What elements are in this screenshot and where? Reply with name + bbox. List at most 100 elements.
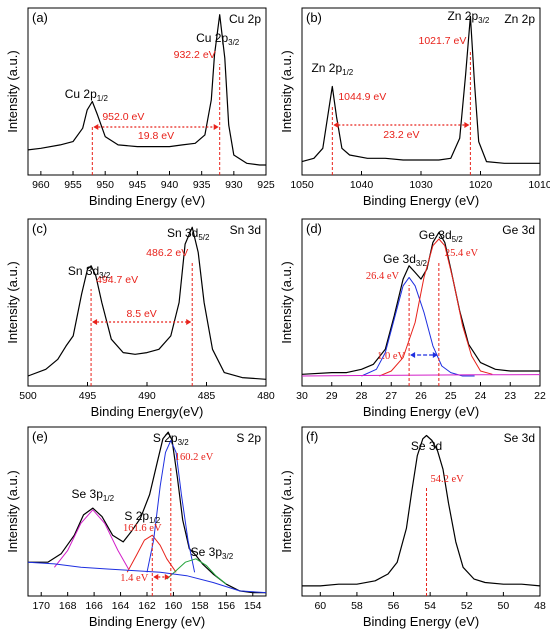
peak-position-label: 160.2 eV [175, 452, 214, 463]
x-tick-label: 30 [296, 390, 308, 402]
panel-b: 1050 1040 1030 1020 1010 Binding Energy (eV) I… [279, 7, 550, 208]
x-tick-label: 60 [314, 600, 326, 612]
x-tick-label: 955 [64, 179, 82, 191]
panel-label: (f) [306, 429, 318, 444]
peak-name-label: S 2p1/2 [124, 509, 160, 525]
x-tick-label: 925 [257, 179, 275, 191]
fit-component-line [27, 561, 267, 594]
y-axis-title: Intensity (a.u.) [279, 50, 294, 132]
separation-label: 1.4 eV [120, 573, 148, 584]
peak-position-label: 952.0 eV [102, 111, 144, 123]
plot-frame [301, 426, 541, 597]
spectrum-line [28, 431, 266, 594]
corner-label: Ge 3d [502, 223, 535, 237]
peak-name-label: Zn 2p3/2 [447, 9, 489, 25]
panel-label: (a) [32, 10, 48, 25]
fit-component-line [361, 276, 475, 377]
x-tick-label: 1020 [469, 179, 493, 191]
peak-position-label: 494.7 eV [96, 274, 138, 286]
separation-arrowhead [213, 124, 219, 130]
peak-name-label: Ge 3d3/2 [383, 252, 427, 268]
peak-position-label: 25.4 eV [445, 248, 479, 259]
separation-label: 23.2 eV [383, 129, 419, 141]
spectrum-line [27, 226, 267, 380]
corner-label: Cu 2p [229, 12, 261, 26]
x-tick-label: 160 [165, 600, 183, 612]
peak-name-label: Sn 3d5/2 [167, 226, 210, 242]
x-tick-label: 28 [356, 390, 368, 402]
fit-component-line [126, 534, 177, 573]
x-tick-label: 48 [534, 600, 546, 612]
x-tick-label: 1040 [350, 179, 374, 191]
fit-component-line [379, 238, 493, 377]
corner-label: Se 3d [504, 431, 535, 445]
x-tick-label: 154 [244, 600, 262, 612]
x-tick-label: 164 [112, 600, 130, 612]
x-tick-label: 1050 [290, 179, 314, 191]
corner-label: Zn 2p [504, 12, 535, 26]
x-tick-label: 22 [534, 390, 546, 402]
x-tick-label: 29 [326, 390, 338, 402]
plot-frame [27, 218, 267, 387]
spectrum-line [302, 434, 541, 587]
x-tick-label: 50 [498, 600, 510, 612]
peak-name-label: Se 3p1/2 [72, 487, 115, 503]
peak-position-label: 1021.7 eV [418, 35, 466, 47]
peak-name-label: Se 3p3/2 [191, 545, 234, 561]
peak-position-label: 54.2 eV [430, 474, 464, 485]
peak-name-label: Cu 2p3/2 [196, 31, 240, 47]
x-tick-label: 945 [129, 179, 147, 191]
x-tick-label: 940 [161, 179, 179, 191]
x-tick-label: 960 [32, 179, 50, 191]
separation-arrowhead [432, 352, 438, 358]
panel-a: 960 955 950 945 940 935 930 925 Binding Energy (… [5, 7, 275, 208]
x-tick-label: 480 [257, 390, 275, 402]
x-tick-label: 52 [461, 600, 473, 612]
peak-position-label: 1044.9 eV [338, 91, 386, 103]
x-tick-label: 23 [504, 390, 516, 402]
y-axis-title: Intensity (a.u.) [279, 261, 294, 343]
fit-component-line [301, 374, 541, 377]
y-axis-title: Intensity (a.u.) [279, 470, 294, 552]
panel-label: (d) [306, 221, 322, 236]
peak-name-label: Cu 2p1/2 [65, 87, 109, 103]
peak-position-label: 932.2 eV [174, 49, 216, 61]
x-tick-label: 58 [351, 600, 363, 612]
x-tick-label: 500 [19, 390, 37, 402]
x-axis-title: Binding Energy (eV) [89, 193, 205, 208]
peak-name-label: Sn 3d3/2 [68, 264, 111, 280]
peak-name-label: Se 3d [411, 439, 442, 453]
x-tick-label: 930 [225, 179, 243, 191]
separation-arrowhead [164, 574, 170, 580]
fit-component-line [146, 440, 196, 573]
x-axis-title: Binding Energy (eV) [363, 614, 479, 629]
separation-label: 8.5 eV [126, 308, 156, 320]
x-tick-label: 950 [96, 179, 114, 191]
x-tick-label: 168 [59, 600, 77, 612]
peak-position-label: 486.2 eV [146, 247, 188, 259]
panel-f: 60 58 56 54 52 50 48 Binding Energy (eV) Intensi… [279, 426, 546, 629]
x-axis-title: Binding Energy (eV) [363, 193, 479, 208]
x-tick-label: 24 [475, 390, 487, 402]
peak-name-label: Zn 2p1/2 [311, 61, 353, 77]
x-tick-label: 166 [85, 600, 103, 612]
corner-label: Sn 3d [230, 223, 261, 237]
x-tick-label: 26 [415, 390, 427, 402]
separation-arrowhead [93, 124, 99, 130]
fit-component-line [54, 509, 129, 570]
x-tick-label: 158 [191, 600, 209, 612]
spectrum-line [301, 231, 540, 375]
panel-c: 500 495 490 485 480 Binding Energy(eV) Intensi… [5, 218, 275, 419]
peak-position-label: 161.6 eV [123, 523, 162, 534]
corner-label: S 2p [236, 431, 261, 445]
panel-label: (b) [306, 10, 322, 25]
spectrum-line [27, 14, 266, 166]
peak-name-label: Ge 3d5/2 [419, 228, 463, 244]
x-tick-label: 495 [79, 390, 97, 402]
x-tick-label: 1030 [409, 179, 433, 191]
separation-arrowhead [410, 352, 416, 358]
x-tick-label: 156 [218, 600, 236, 612]
fit-component-line [166, 558, 227, 585]
x-tick-label: 25 [445, 390, 457, 402]
